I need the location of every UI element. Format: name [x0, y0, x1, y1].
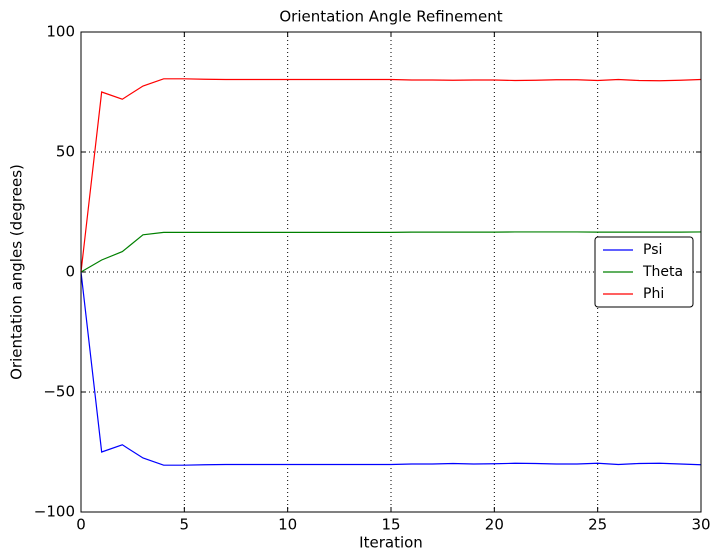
y-axis-label: Orientation angles (degrees) — [8, 164, 26, 380]
legend: Psi Theta Phi — [594, 236, 694, 308]
y-tick-label: 100 — [46, 23, 75, 41]
legend-label: Theta — [642, 264, 683, 280]
x-tick-label: 0 — [76, 516, 86, 534]
y-tick-label: −100 — [34, 503, 75, 521]
plot-frame — [80, 31, 702, 513]
x-tick-label: 30 — [691, 516, 710, 534]
series-line — [80, 231, 702, 273]
legend-box — [594, 236, 694, 308]
x-tick-label: 20 — [485, 516, 504, 534]
y-tick-label: 50 — [56, 143, 75, 161]
series-line — [80, 78, 702, 273]
x-axis-label: Iteration — [359, 534, 423, 552]
x-tick-label: 5 — [180, 516, 190, 534]
x-tick-label: 15 — [381, 516, 400, 534]
x-tick-label: 25 — [588, 516, 607, 534]
y-tick-label: 0 — [65, 263, 75, 281]
chart-title: Orientation Angle Refinement — [279, 8, 502, 26]
x-tick-label: 10 — [278, 516, 297, 534]
series-line — [80, 271, 702, 466]
legend-label: Phi — [643, 286, 664, 302]
legend-label: Psi — [643, 242, 662, 258]
y-tick-label: −50 — [43, 383, 75, 401]
